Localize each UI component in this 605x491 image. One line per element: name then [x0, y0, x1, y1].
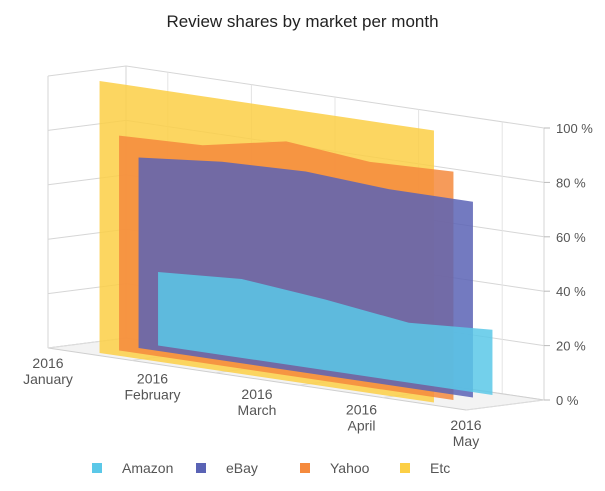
legend-item[interactable]: eBay — [196, 458, 258, 478]
legend-item[interactable]: Etc — [400, 458, 450, 478]
legend-swatch — [196, 463, 206, 473]
legend-label: Amazon — [122, 460, 174, 476]
chart-legend: Amazon eBay Yahoo Etc — [0, 458, 605, 478]
floor-gridline — [465, 399, 545, 411]
legend-label: eBay — [226, 460, 258, 476]
x-tick-label: 2016 February — [124, 371, 180, 403]
legend-item[interactable]: Amazon — [92, 458, 173, 478]
y-tick-label: 60 % — [556, 230, 586, 245]
legend-swatch — [300, 463, 310, 473]
legend-label: Yahoo — [330, 460, 370, 476]
legend-label: Etc — [430, 460, 451, 476]
legend-swatch — [400, 463, 410, 473]
legend-item[interactable]: Yahoo — [300, 458, 369, 478]
y-tick-label: 40 % — [556, 284, 586, 299]
y-tick-label: 80 % — [556, 175, 586, 190]
x-tick-label: 2016 January — [23, 355, 73, 387]
y-tick-label: 20 % — [556, 339, 586, 354]
y-tick-label: 100 % — [556, 121, 593, 136]
series-area-amazon — [158, 272, 493, 396]
x-tick-label: 2016 April — [346, 402, 377, 434]
x-tick-label: 2016 May — [450, 417, 481, 449]
x-tick-label: 2016 March — [238, 386, 277, 418]
legend-swatch — [92, 463, 102, 473]
chart-title: Review shares by market per month — [166, 12, 439, 31]
y-tick-label: 0 % — [556, 393, 579, 408]
